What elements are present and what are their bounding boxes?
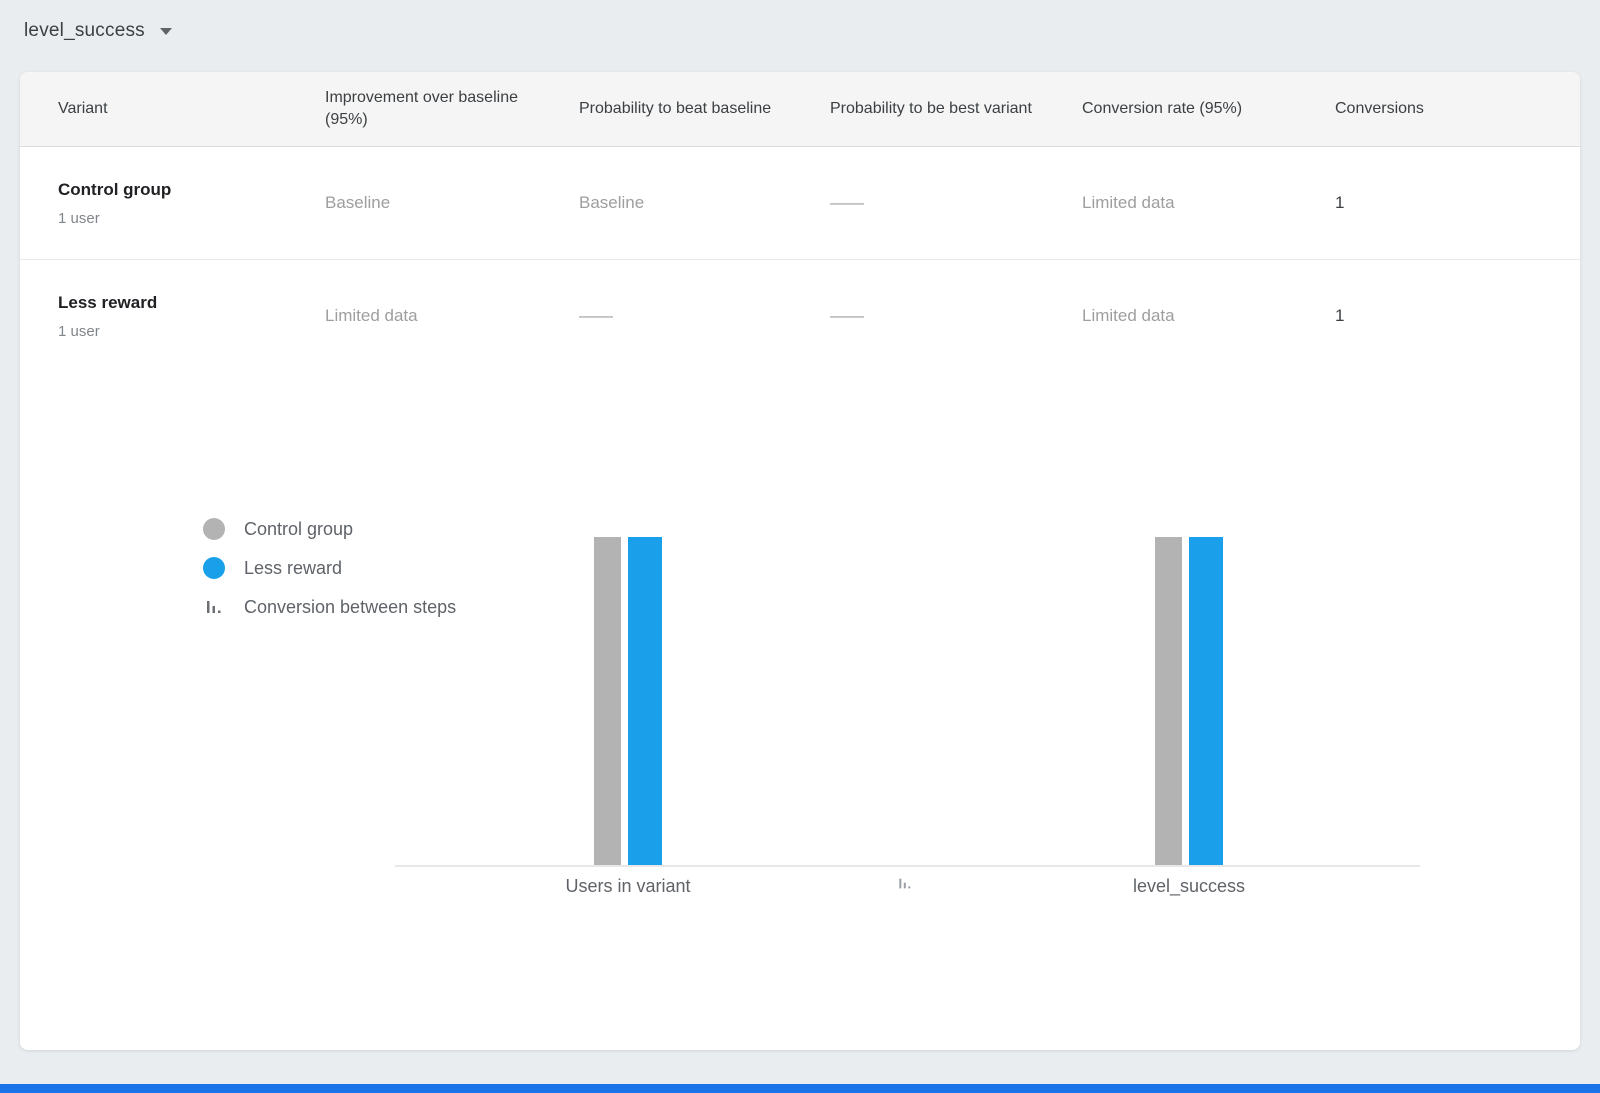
- less-reward-dot-icon: [203, 557, 225, 579]
- conversion-rate-value: Limited data: [1082, 193, 1175, 212]
- variant-user-count: 1 user: [58, 322, 100, 340]
- table-header-row: Variant Improvement over baseline (95%) …: [20, 72, 1580, 147]
- column-header-prob-beat-baseline: Probability to beat baseline: [579, 100, 772, 118]
- improvement-value: Limited data: [325, 306, 418, 325]
- prob-best-variant-value: ——: [830, 193, 864, 212]
- x-axis-label: level_success: [1132, 876, 1246, 896]
- control-group-dot-icon: [203, 518, 225, 540]
- metric-selector-label: level_success: [24, 20, 145, 41]
- legend-label: Conversion between steps: [244, 596, 457, 617]
- chevron-down-icon: [159, 27, 172, 35]
- bar-less-reward: [628, 537, 662, 865]
- prob-beat-baseline-value: ——: [579, 306, 613, 325]
- prob-best-variant-value: ——: [830, 306, 864, 325]
- legend-item-conversion-between-steps: Conversion between steps: [203, 594, 456, 620]
- x-axis-label: Users in variant: [565, 876, 691, 896]
- variant-cell: Control group 1 user: [58, 180, 325, 227]
- chart-legend: Control group Less reward Conversion bet…: [203, 516, 456, 633]
- bar-group-users-in-variant: [594, 537, 662, 865]
- funnel-chart: Control group Less reward Conversion bet…: [20, 372, 1580, 1050]
- bar-control-group: [594, 537, 621, 865]
- column-header-conversion-rate: Conversion rate (95%): [1082, 100, 1243, 118]
- bar-chart-plot: [395, 537, 1420, 867]
- legend-label: Control group: [244, 518, 354, 539]
- conversions-value: 1: [1335, 193, 1345, 212]
- prob-beat-baseline-value: Baseline: [579, 193, 645, 212]
- improvement-value: Baseline: [325, 193, 391, 212]
- variant-user-count: 1 user: [58, 209, 100, 227]
- table-row: Less reward 1 user Limited data —— —— Li…: [20, 260, 1580, 373]
- bottom-blue-bar: [0, 1084, 1600, 1093]
- conversion-rate-value: Limited data: [1082, 306, 1175, 325]
- column-header-prob-best-variant: Probability to be best variant: [830, 100, 1032, 118]
- bar-group-level-success: [1155, 537, 1223, 865]
- variant-cell: Less reward 1 user: [58, 293, 325, 340]
- column-header-variant: Variant: [58, 100, 108, 118]
- conversions-value: 1: [1335, 306, 1345, 325]
- bar-control-group: [1155, 537, 1182, 865]
- legend-label: Less reward: [244, 557, 343, 578]
- bar-less-reward: [1189, 537, 1223, 865]
- column-header-improvement: Improvement over baseline (95%): [325, 89, 518, 128]
- conversion-between-steps-icon: [899, 877, 912, 895]
- legend-item-control-group: Control group: [203, 516, 456, 542]
- experiment-results-card: Variant Improvement over baseline (95%) …: [20, 72, 1580, 1050]
- metric-selector-dropdown[interactable]: level_success: [24, 20, 172, 42]
- variant-name: Less reward: [58, 292, 158, 312]
- conversion-steps-icon: [203, 599, 225, 615]
- table-row: Control group 1 user Baseline Baseline —…: [20, 147, 1580, 260]
- variant-name: Control group: [58, 179, 172, 199]
- legend-item-less-reward: Less reward: [203, 555, 456, 581]
- column-header-conversions: Conversions: [1335, 100, 1424, 118]
